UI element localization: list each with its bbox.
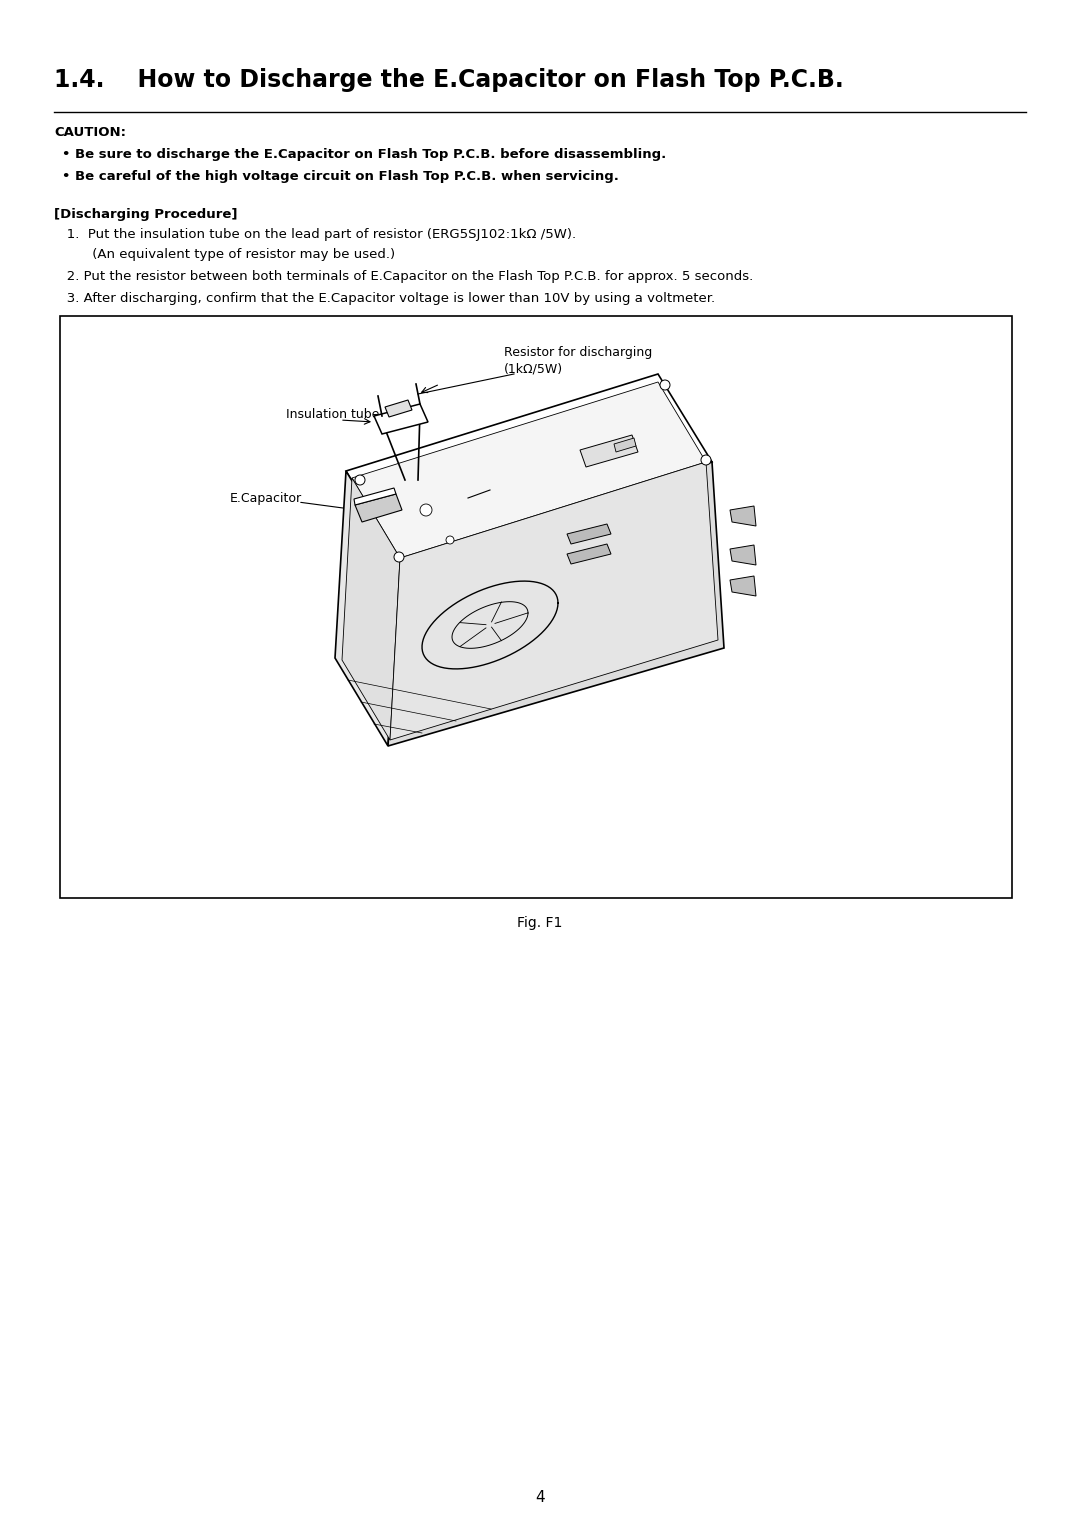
- Polygon shape: [354, 489, 396, 505]
- Text: Fig. F1: Fig. F1: [517, 916, 563, 930]
- Polygon shape: [355, 495, 402, 522]
- Polygon shape: [388, 463, 724, 747]
- Text: (1kΩ/5W): (1kΩ/5W): [504, 362, 563, 376]
- Polygon shape: [730, 545, 756, 565]
- Circle shape: [394, 551, 404, 562]
- Polygon shape: [342, 478, 400, 741]
- Circle shape: [420, 504, 432, 516]
- Circle shape: [355, 475, 365, 486]
- Polygon shape: [374, 405, 428, 434]
- Polygon shape: [346, 374, 712, 560]
- Polygon shape: [580, 435, 638, 467]
- Text: [Discharging Procedure]: [Discharging Procedure]: [54, 208, 238, 221]
- Polygon shape: [615, 438, 636, 452]
- Polygon shape: [567, 524, 611, 544]
- Text: 2. Put the resistor between both terminals of E.Capacitor on the Flash Top P.C.B: 2. Put the resistor between both termina…: [54, 270, 753, 282]
- Text: E.Capacitor: E.Capacitor: [230, 492, 302, 505]
- Text: • Be careful of the high voltage circuit on Flash Top P.C.B. when servicing.: • Be careful of the high voltage circuit…: [62, 169, 619, 183]
- Text: • Be sure to discharge the E.Capacitor on Flash Top P.C.B. before disassembling.: • Be sure to discharge the E.Capacitor o…: [62, 148, 666, 160]
- Polygon shape: [730, 576, 756, 596]
- Text: 3. After discharging, confirm that the E.Capacitor voltage is lower than 10V by : 3. After discharging, confirm that the E…: [54, 292, 715, 305]
- Text: 1.  Put the insulation tube on the lead part of resistor (ERG5SJ102:1kΩ /5W).: 1. Put the insulation tube on the lead p…: [54, 228, 576, 241]
- Text: (An equivalent type of resistor may be used.): (An equivalent type of resistor may be u…: [54, 247, 395, 261]
- Polygon shape: [384, 400, 411, 417]
- Text: 1.4.    How to Discharge the E.Capacitor on Flash Top P.C.B.: 1.4. How to Discharge the E.Capacitor on…: [54, 69, 843, 92]
- Bar: [60, 316, 1012, 898]
- Polygon shape: [390, 463, 718, 741]
- Polygon shape: [730, 505, 756, 525]
- Text: Flash Top P.C.B.: Flash Top P.C.B.: [498, 476, 595, 489]
- Polygon shape: [352, 382, 706, 557]
- Text: Resistor for discharging: Resistor for discharging: [504, 347, 652, 359]
- Polygon shape: [335, 470, 400, 747]
- Circle shape: [701, 455, 711, 466]
- Circle shape: [660, 380, 670, 389]
- Text: Insulation tube: Insulation tube: [286, 408, 379, 421]
- Circle shape: [446, 536, 454, 544]
- Text: CAUTION:: CAUTION:: [54, 127, 126, 139]
- Text: 4: 4: [536, 1490, 544, 1506]
- Polygon shape: [567, 544, 611, 563]
